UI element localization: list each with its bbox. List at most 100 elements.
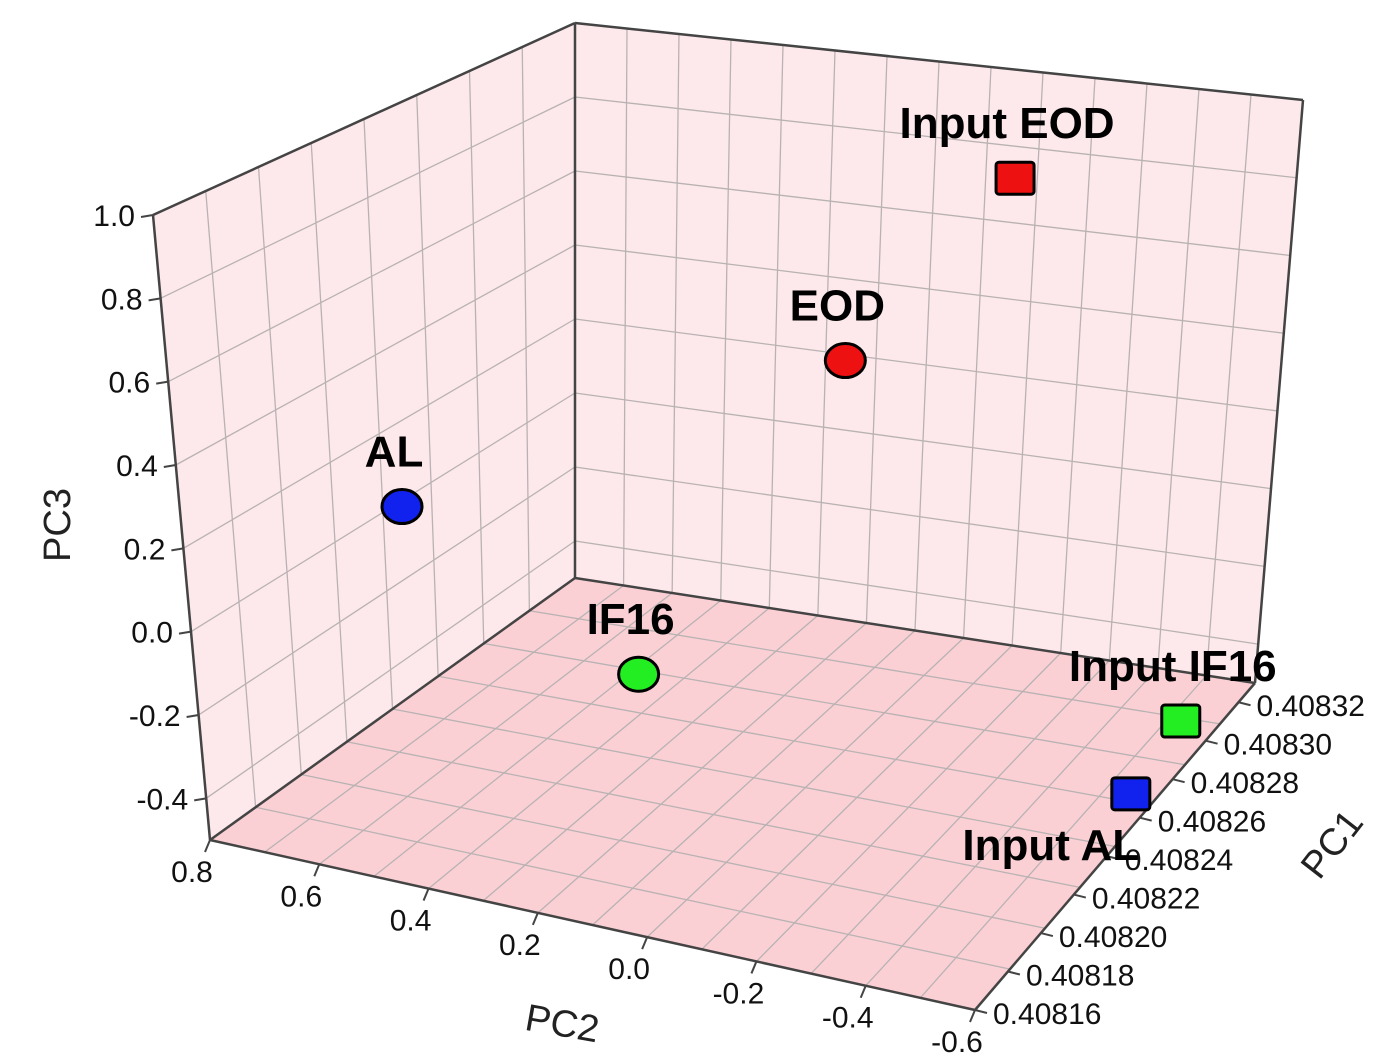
floor-gridline-depth xyxy=(346,741,1081,889)
x-tick-mark xyxy=(1139,816,1152,822)
z-tick-mark xyxy=(178,630,192,635)
frame-edge xyxy=(151,214,212,841)
x-tick-label: 0.40820 xyxy=(1059,921,1167,954)
data-point-al: AL xyxy=(365,428,424,526)
left-wall xyxy=(153,23,575,840)
floor-gridline-depth xyxy=(529,610,1221,725)
x-tick-label: 0.40826 xyxy=(1158,806,1266,839)
point-label: Input AL xyxy=(962,821,1139,870)
chart-walls xyxy=(153,23,1303,1010)
x-tick-mark xyxy=(1040,932,1054,938)
point-label: Input IF16 xyxy=(1069,642,1277,691)
back-wall-gridline-pc2 xyxy=(914,61,940,631)
x-tick-mark xyxy=(1106,855,1120,861)
x-tick-label: 0.40818 xyxy=(1026,960,1134,993)
z-tick-label: -0.4 xyxy=(136,783,188,816)
data-point-if16: IF16 xyxy=(587,595,675,693)
left-wall-gridline-depth xyxy=(205,190,257,808)
x-tick-mark xyxy=(1238,701,1251,707)
x-tick-mark xyxy=(1007,970,1021,976)
left-wall-gridline-depth xyxy=(521,46,531,611)
frame-edge xyxy=(974,682,1256,1011)
point-label: AL xyxy=(365,428,424,477)
floor-gridline-depth xyxy=(483,642,1186,766)
data-point-input-al: Input AL xyxy=(962,776,1152,870)
left-wall-gridline-depth xyxy=(363,118,394,710)
x-tick-mark xyxy=(1073,893,1087,899)
x-tick-label: 0.40828 xyxy=(1191,767,1299,800)
back-wall-gridline-pc2 xyxy=(720,39,732,601)
y-tick-label: -0.6 xyxy=(931,1026,983,1058)
x-tick-label: 0.40824 xyxy=(1125,844,1233,877)
left-wall-gridline-depth xyxy=(310,142,348,742)
left-wall-gridline-depth xyxy=(257,166,302,775)
square-marker xyxy=(1110,776,1152,812)
y-tick-label: 0.2 xyxy=(499,929,541,962)
left-wall-gridline-depth xyxy=(416,94,439,677)
frame-edge xyxy=(1253,99,1305,684)
y-tick-label: -0.2 xyxy=(713,977,765,1010)
back-wall-gridline-pc2 xyxy=(1011,72,1044,646)
data-point-eod: EOD xyxy=(790,282,885,380)
y-tick-label: -0.4 xyxy=(822,1002,874,1035)
back-wall-gridline-pc2 xyxy=(1157,88,1200,669)
frame-edge xyxy=(574,576,1256,685)
y-tick-mark xyxy=(641,936,649,950)
y-tick-mark xyxy=(313,863,321,877)
point-label: EOD xyxy=(790,282,885,331)
y-tick-mark xyxy=(859,985,867,999)
y-axis-title: PC2 xyxy=(522,997,602,1051)
z-tick-label: 0.0 xyxy=(131,617,173,650)
y-tick-mark xyxy=(750,961,758,974)
frame-edge xyxy=(152,21,576,217)
back-wall-gridline-pc2 xyxy=(1205,94,1252,676)
z-tick-label: 1.0 xyxy=(93,200,135,233)
z-tick-mark xyxy=(148,297,161,302)
floor-gridline-depth xyxy=(301,773,1046,929)
back-wall-gridline-pc2 xyxy=(622,28,628,586)
floor-gridline-depth xyxy=(255,806,1011,970)
z-tick-mark xyxy=(156,380,169,385)
back-wall-gridline-pc2 xyxy=(1108,83,1148,661)
data-point-input-eod: Input EOD xyxy=(900,99,1115,196)
y-tick-label: 0.4 xyxy=(390,905,432,938)
z-tick-mark xyxy=(171,547,184,552)
z-tick-mark xyxy=(194,797,207,802)
back-wall xyxy=(575,23,1303,683)
back-wall-gridline-pc2 xyxy=(962,66,992,639)
circle-marker xyxy=(617,655,661,693)
point-label: IF16 xyxy=(587,595,675,644)
square-marker xyxy=(994,160,1036,196)
frame-edge xyxy=(209,838,976,1012)
back-wall-gridline-pc2 xyxy=(1060,77,1096,654)
chart-points: Input EOD EOD IF16 AL Input IF16 Input AL xyxy=(365,99,1277,870)
left-wall-gridline-depth xyxy=(468,70,485,644)
y-tick-mark xyxy=(531,912,539,926)
x-axis-title: PC1 xyxy=(1293,803,1372,887)
chart-tick-labels: 1.0 0.8 0.6 0.4 0.2 0.0 -0.2 -0.4 0.8 0.6 0.4 0.2 0.… xyxy=(93,200,1365,1058)
x-tick-mark xyxy=(974,1009,988,1014)
z-tick-label: 0.2 xyxy=(124,533,166,566)
z-tick-label: 0.6 xyxy=(108,367,150,400)
x-tick-mark xyxy=(1172,778,1185,784)
y-tick-mark xyxy=(204,839,211,853)
circle-marker xyxy=(380,488,424,526)
x-tick-mark xyxy=(1205,739,1218,745)
circle-marker xyxy=(823,342,867,380)
back-wall-gridline-pc2 xyxy=(865,55,888,624)
y-tick-label: 0.0 xyxy=(608,953,650,986)
data-point-input-if16: Input IF16 xyxy=(1069,642,1277,739)
floor-gridline-depth xyxy=(392,708,1116,848)
y-tick-label: 0.8 xyxy=(171,856,213,889)
back-wall-gridline-pc2 xyxy=(817,50,836,616)
back-wall-gridline-pc2 xyxy=(768,44,784,609)
z-tick-label: 0.8 xyxy=(101,283,143,316)
x-tick-label: 0.40816 xyxy=(993,998,1101,1031)
y-tick-mark xyxy=(969,1009,976,1023)
x-tick-label: 0.40832 xyxy=(1257,690,1365,723)
z-axis-title: PC3 xyxy=(37,488,79,562)
square-marker xyxy=(1160,703,1202,739)
z-tick-mark xyxy=(140,214,154,218)
z-tick-label: -0.2 xyxy=(129,700,181,733)
